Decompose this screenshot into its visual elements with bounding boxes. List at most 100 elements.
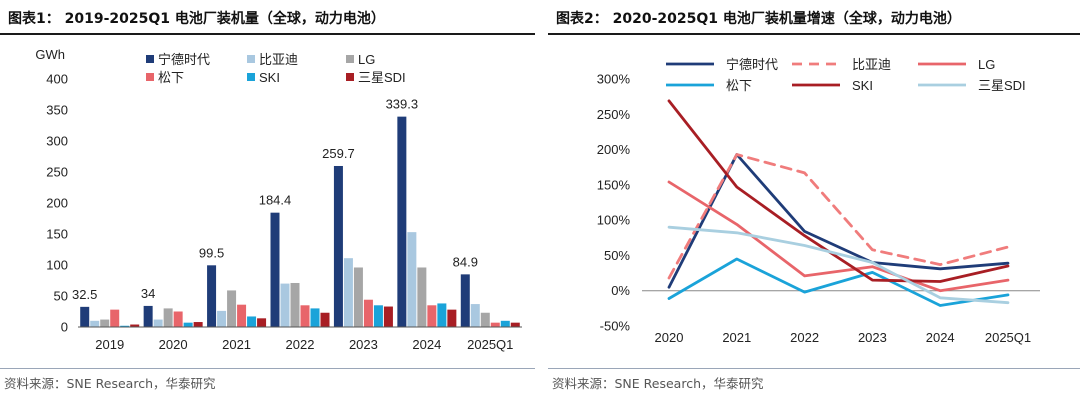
x-tick-label: 2021	[722, 330, 751, 345]
bar	[217, 310, 227, 327]
legend-label: 三星SDI	[358, 70, 406, 85]
legend-label: 松下	[726, 78, 752, 93]
x-tick-label: 2023	[858, 330, 887, 345]
x-tick-label: 2022	[790, 330, 819, 345]
data-label: 339.3	[386, 97, 419, 112]
y-tick-label: 250	[46, 165, 68, 180]
bar	[300, 305, 310, 327]
bar	[510, 322, 520, 327]
figure-title: 图表1： 2019-2025Q1 电池厂装机量（全球，动力电池）	[8, 11, 385, 27]
y-tick-label: 300	[46, 134, 68, 149]
bar	[460, 274, 470, 327]
bar	[417, 267, 427, 327]
bar	[90, 320, 100, 327]
x-tick-label: 2025Q1	[467, 337, 513, 352]
legend-label: 比亚迪	[259, 52, 298, 67]
y-tick-label: 50%	[604, 248, 630, 263]
bar	[290, 282, 300, 327]
legend-label: LG	[978, 57, 995, 72]
bar	[110, 309, 120, 327]
data-label: 99.5	[199, 245, 224, 260]
series-line	[667, 153, 1010, 289]
y-tick-label: 200	[46, 196, 68, 211]
figure-title: 图表2： 2020-2025Q1 电池厂装机量增速（全球，动力电池）	[556, 11, 961, 27]
legend-swatch	[247, 55, 255, 63]
y-tick-label: 200%	[597, 142, 631, 157]
chart-panel-growth-rate: 图表2： 2020-2025Q1 电池厂装机量增速（全球，动力电池） -50% 0…	[548, 0, 1080, 401]
legend-label: 宁德时代	[726, 57, 778, 72]
bar	[130, 324, 140, 327]
bar	[333, 165, 343, 327]
y-tick-label: 350	[46, 103, 68, 118]
bar	[447, 309, 457, 327]
x-tick-label: 2024	[926, 330, 955, 345]
x-tick-label: 2021	[222, 337, 251, 352]
bar	[237, 304, 247, 327]
y-tick-label: 50	[54, 289, 68, 304]
y-tick-label: 250%	[597, 107, 631, 122]
bar	[320, 312, 330, 327]
bar	[247, 316, 257, 327]
data-label: 84.9	[453, 254, 478, 269]
y-tick-label: 100	[46, 258, 68, 273]
bar	[500, 320, 510, 327]
data-label: 259.7	[322, 146, 355, 161]
legend-swatch	[346, 73, 354, 81]
x-tick-label: 2020	[159, 337, 188, 352]
y-tick-label: 150	[46, 227, 68, 242]
bar	[480, 312, 490, 327]
bar	[183, 322, 193, 327]
bar	[343, 258, 353, 327]
bar	[270, 212, 280, 327]
bar	[397, 116, 407, 327]
y-tick-label: 400	[46, 72, 68, 87]
chart-panel-installed-capacity: 图表1： 2019-2025Q1 电池厂装机量（全球，动力电池） GWh 0 50 1…	[0, 0, 535, 401]
legend-label: SKI	[852, 78, 873, 93]
bar	[280, 283, 290, 327]
x-tick-label: 2024	[412, 337, 441, 352]
y-tick-label: 100%	[597, 213, 631, 228]
source-divider	[548, 368, 1080, 369]
x-tick-label: 2023	[349, 337, 378, 352]
series-line	[667, 225, 1010, 305]
bar	[143, 305, 153, 327]
legend-swatch	[346, 55, 354, 63]
bar	[120, 325, 130, 327]
x-tick-label: 2022	[286, 337, 315, 352]
line-chart: -50% 0% 50% 100% 150% 200% 250% 300% 2020 2021 202…	[597, 57, 1040, 345]
bar	[373, 305, 383, 327]
bar	[173, 311, 183, 327]
bar	[490, 322, 500, 327]
legend-label: 宁德时代	[158, 52, 210, 67]
data-label: 32.5	[72, 287, 97, 302]
bar	[363, 299, 373, 327]
bar	[227, 290, 237, 327]
bar	[163, 308, 173, 327]
bar	[257, 318, 267, 327]
legend-swatch	[146, 55, 154, 63]
bar	[353, 267, 363, 327]
series-line	[667, 257, 1010, 307]
legend-label: 松下	[158, 70, 184, 85]
bar	[153, 319, 163, 327]
series-line	[667, 153, 1010, 280]
legend-swatch	[146, 73, 154, 81]
title-divider	[548, 33, 1080, 35]
bar	[207, 265, 217, 327]
y-tick-label: 150%	[597, 177, 631, 192]
x-tick-label: 2020	[655, 330, 684, 345]
y-tick-label: -50%	[600, 319, 631, 334]
y-tick-label: 300%	[597, 72, 631, 87]
x-tick-label: 2019	[95, 337, 124, 352]
source-note: 资料来源：SNE Research，华泰研究	[552, 376, 764, 391]
legend-label: 三星SDI	[978, 78, 1026, 93]
bar	[100, 319, 110, 327]
bar-chart: GWh 0 50 100 150 200 250 300 350 400 2019 32.5 2020 3…	[35, 47, 522, 352]
source-note: 资料来源：SNE Research，华泰研究	[4, 376, 216, 391]
bar	[407, 232, 417, 327]
y-tick-label: 0	[61, 320, 68, 335]
series-line	[667, 180, 1010, 293]
series-line	[667, 99, 1010, 283]
legend-label: SKI	[259, 70, 280, 85]
title-divider	[0, 33, 535, 35]
